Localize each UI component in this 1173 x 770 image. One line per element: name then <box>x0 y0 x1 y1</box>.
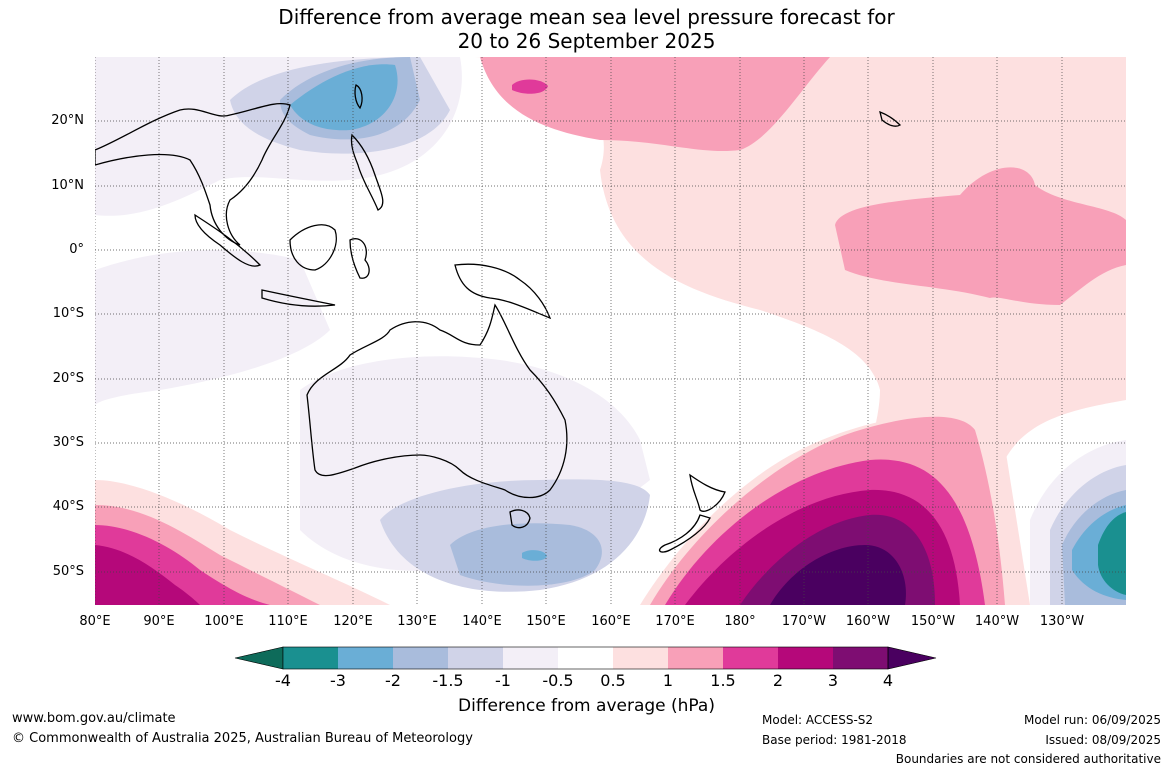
lat-label-10n: 10°N <box>51 178 84 193</box>
taiwan-coastline <box>354 84 363 110</box>
colorbar-segment <box>778 647 833 669</box>
colorbar-tick--1.5: -1.5 <box>432 671 464 690</box>
issued-date: Issued: 08/09/2025 <box>1045 733 1161 747</box>
lat-label-30s: 30°S <box>52 435 84 450</box>
colorbar-segment <box>503 647 558 669</box>
colorbar-segment <box>668 647 723 669</box>
colorbar-segment <box>338 647 393 669</box>
lat-label-20n: 20°N <box>51 113 84 128</box>
weak-negative-region-australia <box>95 250 330 405</box>
colorbar-segment <box>723 647 778 669</box>
sulawesi-coastline <box>349 238 370 279</box>
strong-negative-region-east-asia <box>290 64 398 131</box>
lon-label-90e: 90°E <box>143 614 175 629</box>
lon-label-140e: 140°E <box>462 614 502 629</box>
colorbar-tick--0.5: -0.5 <box>542 671 574 690</box>
lon-label-120e: 120°E <box>333 614 373 629</box>
model-name: Model: ACCESS-S2 <box>762 713 874 727</box>
colorbar-segment <box>558 647 613 669</box>
colorbar-frame <box>282 646 889 670</box>
map-title-line-1: Difference from average mean sea level p… <box>278 5 895 29</box>
lon-label-140w: 140°W <box>974 614 1020 629</box>
colorbar-tick--2: -2 <box>385 671 401 690</box>
lon-label-170e: 170°E <box>655 614 695 629</box>
lon-label-170w: 170°W <box>781 614 827 629</box>
coastlines <box>95 84 902 553</box>
lon-label-130e: 130°E <box>397 614 437 629</box>
positive-region-north-pacific <box>480 57 830 152</box>
colorbar-tick-0.5: 0.5 <box>600 671 626 690</box>
strong-positive-spot-north-pacific <box>512 79 548 94</box>
colorbar-extend-high <box>887 646 937 670</box>
maximum-positive-region-south-pacific <box>770 545 906 605</box>
lon-label-150w: 150°W <box>910 614 956 629</box>
model-run-date: Model run: 06/09/2025 <box>1023 713 1161 727</box>
lon-label-80e: 80°E <box>79 614 111 629</box>
colorbar-segment <box>448 647 503 669</box>
website-link[interactable]: www.bom.gov.au/climate <box>12 711 176 726</box>
colorbar-segment <box>613 647 668 669</box>
philippines-coastline <box>350 133 384 211</box>
new-guinea-coastline <box>454 263 552 320</box>
colorbar-extend-low <box>234 646 284 670</box>
new-zealand-north-coastline <box>689 473 726 512</box>
lat-label-40s: 40°S <box>52 499 84 514</box>
base-period: Base period: 1981-2018 <box>762 733 907 747</box>
positive-region-tropical-pacific <box>835 167 1126 305</box>
colorbar-segment <box>833 647 888 669</box>
lat-label-20s: 20°S <box>52 371 84 386</box>
lon-label-160w: 160°W <box>845 614 891 629</box>
new-zealand-south-coastline <box>658 514 711 553</box>
australia-coastline <box>306 303 568 499</box>
colorbar-segment <box>283 647 338 669</box>
lon-label-150e: 150°E <box>526 614 566 629</box>
sumatra-coastline <box>194 213 262 267</box>
lon-label-180: 180° <box>724 614 756 629</box>
colorbar-tick-4: 4 <box>882 671 894 690</box>
colorbar-tick--3: -3 <box>330 671 346 690</box>
java-coastline <box>261 289 336 307</box>
lat-label-50s: 50°S <box>52 564 84 579</box>
strong-negative-spot-tasmania <box>522 550 547 561</box>
colorbar-tick-1: 1 <box>662 671 674 690</box>
boundaries-disclaimer: Boundaries are not considered authoritat… <box>895 752 1161 766</box>
graticule <box>95 57 1126 605</box>
lon-label-100e: 100°E <box>204 614 244 629</box>
hawaii-coastline <box>879 110 902 127</box>
colorbar-tick--1: -1 <box>495 671 511 690</box>
lon-label-130w: 130°W <box>1039 614 1085 629</box>
colorbar-label: Difference from average (hPa) <box>458 696 715 716</box>
lon-label-110e: 110°E <box>268 614 308 629</box>
extreme-negative-region-southeast <box>1098 512 1126 595</box>
colorbar-tick-3: 3 <box>827 671 839 690</box>
lat-label-equator: 0° <box>69 242 84 257</box>
very-strong-positive-region-southwest <box>95 545 200 605</box>
colorbar-segment <box>393 647 448 669</box>
colorbar-tick-2: 2 <box>772 671 784 690</box>
map-title-line-2: 20 to 26 September 2025 <box>457 29 716 53</box>
lon-label-160e: 160°E <box>591 614 631 629</box>
tasmania-coastline <box>509 509 531 529</box>
colorbar-tick-1.5: 1.5 <box>710 671 736 690</box>
colorbar-tick--4: -4 <box>275 671 291 690</box>
copyright-text: © Commonwealth of Australia 2025, Austra… <box>12 731 473 746</box>
mainland-southeast-asia-coastline <box>95 103 291 246</box>
borneo-coastline <box>289 224 337 271</box>
lat-label-10s: 10°S <box>52 306 84 321</box>
